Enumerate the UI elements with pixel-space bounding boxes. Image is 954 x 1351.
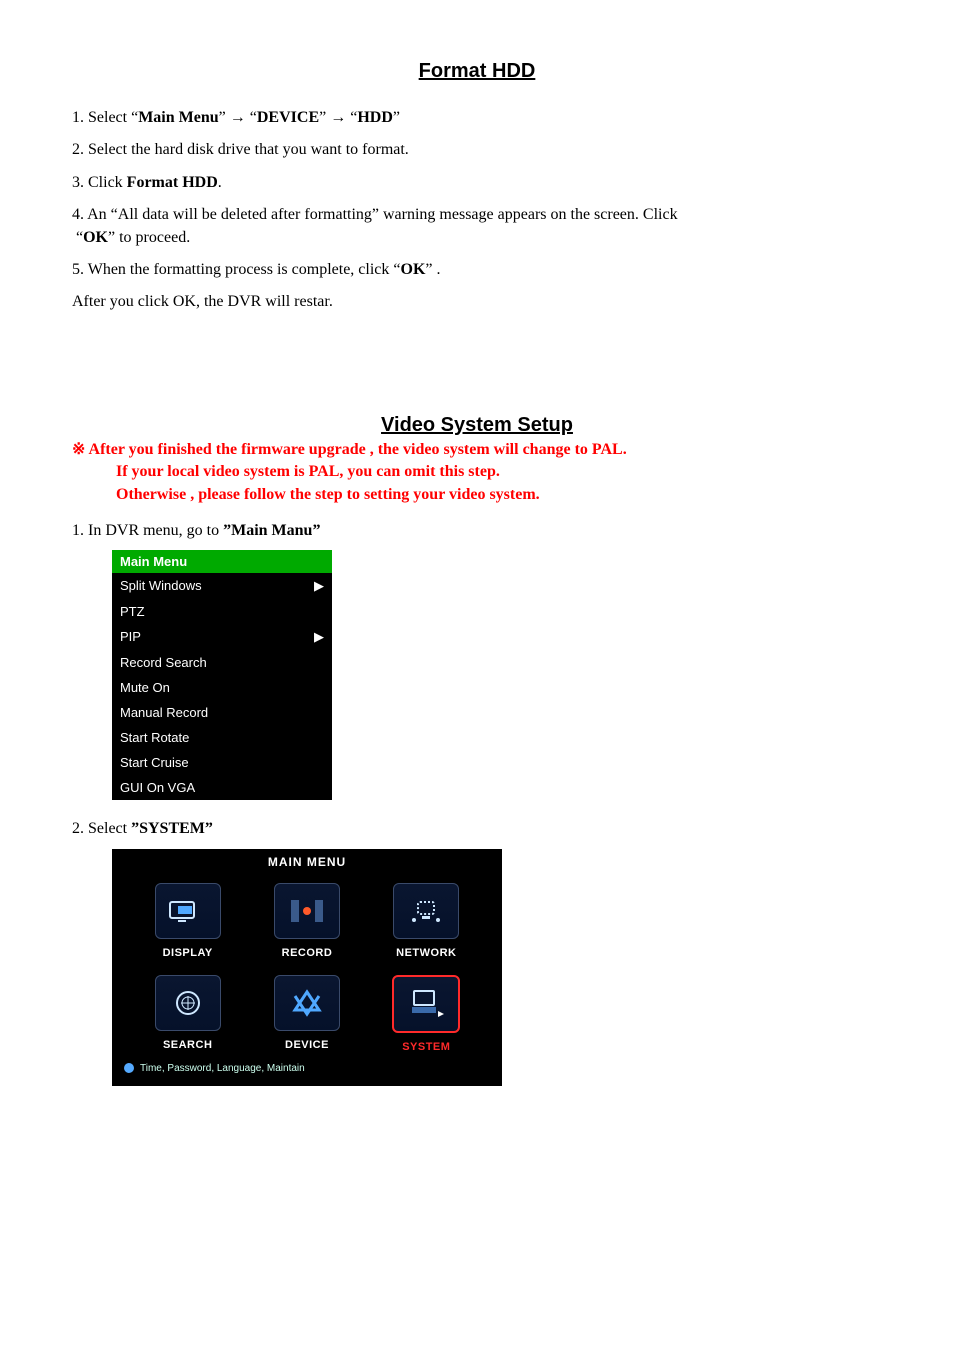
search-icon bbox=[155, 975, 221, 1031]
menu-item[interactable]: Manual Record bbox=[112, 700, 332, 725]
main-menu-item-label: SEARCH bbox=[128, 1039, 247, 1051]
menu-item[interactable]: PTZ bbox=[112, 599, 332, 624]
main-menu-item-network[interactable]: NETWORK bbox=[367, 883, 486, 959]
step1-device: DEVICE bbox=[257, 109, 319, 126]
dvr-context-menu: Main Menu Split Windows ▶ PTZ PIP ▶ Record Se… bbox=[112, 550, 332, 800]
step3-post: . bbox=[218, 174, 222, 191]
step-5: 5. When the formatting process is comple… bbox=[72, 259, 882, 281]
vs1-bold: ”Main Manu” bbox=[223, 522, 320, 539]
menu-item-label: Start Rotate bbox=[120, 730, 189, 745]
main-menu-footer: Time, Password, Language, Maintain bbox=[112, 1059, 502, 1078]
main-menu-item-search[interactable]: SEARCH bbox=[128, 975, 247, 1053]
step4-post: to proceed. bbox=[115, 229, 190, 246]
main-menu-item-device[interactable]: DEVICE bbox=[247, 975, 366, 1053]
menu-item-label: PTZ bbox=[120, 604, 145, 619]
q: ” bbox=[219, 109, 230, 126]
q: ” bbox=[393, 109, 400, 126]
warn-line-1: After you finished the firmware upgrade … bbox=[89, 441, 627, 458]
main-menu-item-label: DISPLAY bbox=[128, 947, 247, 959]
menu-item-label: Manual Record bbox=[120, 705, 208, 720]
step1-hdd: HDD bbox=[357, 109, 393, 126]
warn-line-3: Otherwise , please follow the step to se… bbox=[72, 484, 882, 506]
dvr-main-menu: MAIN MENU DISPLAYRECORDNETWORK SEARCHDEVI… bbox=[112, 849, 502, 1086]
submenu-arrow-icon: ▶ bbox=[314, 629, 324, 645]
menu-item[interactable]: Record Search bbox=[112, 650, 332, 675]
step-2: 2. Select the hard disk drive that you w… bbox=[72, 139, 882, 161]
q: ” bbox=[425, 261, 432, 278]
page-title-video-system: Video System Setup bbox=[72, 414, 882, 437]
menu-item[interactable]: Start Rotate bbox=[112, 725, 332, 750]
vs2-pre: Select bbox=[84, 820, 131, 837]
menu-item-label: Start Cruise bbox=[120, 755, 189, 770]
network-icon bbox=[393, 883, 459, 939]
menu-item-label: Mute On bbox=[120, 680, 170, 695]
menu-item-label: Record Search bbox=[120, 655, 207, 670]
device-icon bbox=[274, 975, 340, 1031]
vs-step-1: 1. In DVR menu, go to ”Main Manu” bbox=[94, 520, 882, 542]
arrow-icon: → bbox=[330, 109, 350, 126]
vs2-bold: ”SYSTEM” bbox=[131, 820, 213, 837]
main-menu-item-label: DEVICE bbox=[247, 1039, 366, 1051]
menu-item[interactable]: Mute On bbox=[112, 675, 332, 700]
main-menu-item-label: SYSTEM bbox=[367, 1041, 486, 1053]
main-menu-header: MAIN MENU bbox=[112, 849, 502, 879]
step1-main: Main Menu bbox=[138, 109, 218, 126]
main-menu-item-label: NETWORK bbox=[367, 947, 486, 959]
menu-title: Main Menu bbox=[112, 550, 332, 573]
step-4b: “OK” to proceed. bbox=[72, 227, 882, 249]
vs2-num: 2. bbox=[72, 820, 84, 837]
menu-item-label: GUI On VGA bbox=[120, 780, 195, 795]
warn-symbol: ※ bbox=[72, 441, 89, 458]
system-icon bbox=[392, 975, 460, 1033]
main-menu-item-label: RECORD bbox=[247, 947, 366, 959]
footer-text: Time, Password, Language, Maintain bbox=[140, 1063, 305, 1074]
menu-item[interactable]: PIP ▶ bbox=[112, 624, 332, 650]
menu-item[interactable]: Split Windows ▶ bbox=[112, 573, 332, 599]
vs1-pre: In DVR menu, go to bbox=[84, 522, 223, 539]
step1-num: 1. Select bbox=[72, 109, 131, 126]
menu-item-label: Split Windows bbox=[120, 578, 202, 594]
page-title-format-hdd: Format HDD bbox=[72, 60, 882, 83]
record-icon bbox=[274, 883, 340, 939]
step5-post: . bbox=[433, 261, 441, 278]
step3-bold: Format HDD bbox=[127, 174, 218, 191]
display-icon bbox=[155, 883, 221, 939]
vs1-num: 1. bbox=[72, 522, 84, 539]
info-icon bbox=[124, 1063, 134, 1073]
menu-item[interactable]: GUI On VGA bbox=[112, 775, 332, 800]
menu-item-label: PIP bbox=[120, 629, 141, 645]
step4-line1: 4. An “All data will be deleted after fo… bbox=[72, 206, 678, 223]
q: “ bbox=[250, 109, 257, 126]
q: “ bbox=[393, 261, 400, 278]
step-4: 4. An “All data will be deleted after fo… bbox=[72, 204, 882, 226]
main-menu-item-system[interactable]: SYSTEM bbox=[367, 975, 486, 1053]
step4-ok: OK bbox=[83, 229, 108, 246]
main-menu-item-record[interactable]: RECORD bbox=[247, 883, 366, 959]
arrow-icon: → bbox=[230, 109, 250, 126]
warn-line-2: If your local video system is PAL, you c… bbox=[72, 461, 882, 483]
q: ” bbox=[319, 109, 330, 126]
step-3: 3. Click Format HDD. bbox=[72, 172, 882, 194]
after-text: After you click OK, the DVR will restar. bbox=[72, 291, 882, 313]
step5-ok: OK bbox=[401, 261, 426, 278]
menu-item[interactable]: Start Cruise bbox=[112, 750, 332, 775]
step5-pre: 5. When the formatting process is comple… bbox=[72, 261, 393, 278]
step3-pre: 3. Click bbox=[72, 174, 127, 191]
submenu-arrow-icon: ▶ bbox=[314, 578, 324, 594]
step-1: 1. Select “Main Menu” → “DEVICE” → “HDD” bbox=[72, 107, 882, 129]
vs-step-2: 2. Select ”SYSTEM” bbox=[94, 818, 882, 840]
main-menu-item-display[interactable]: DISPLAY bbox=[128, 883, 247, 959]
